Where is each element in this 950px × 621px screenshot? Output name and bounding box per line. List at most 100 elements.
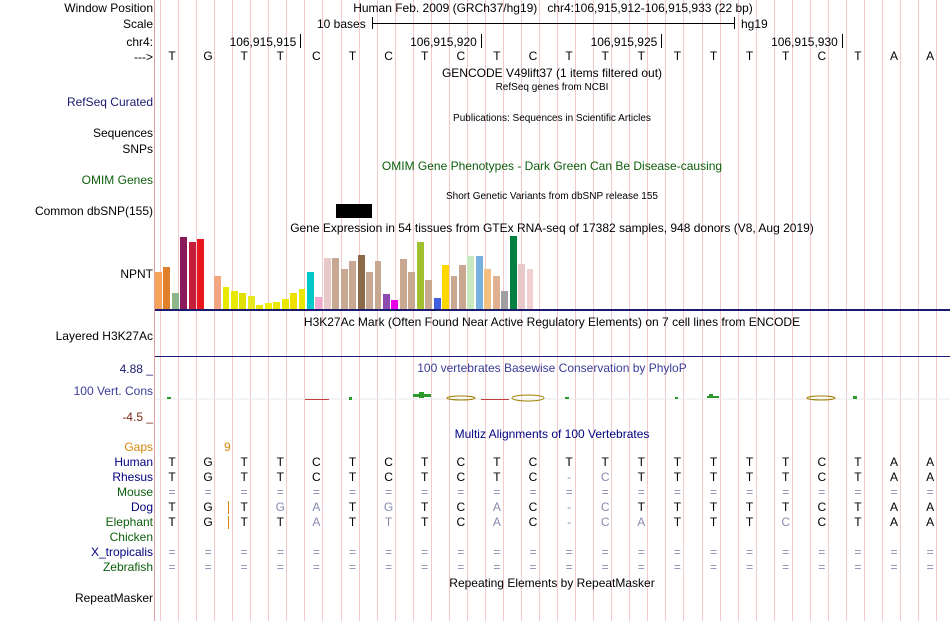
species-label[interactable]: Dog [130, 500, 153, 514]
gtex-tissue-bar[interactable] [450, 276, 458, 309]
gtex-tissue-bar[interactable] [264, 303, 272, 309]
gtex-bar-chart[interactable] [155, 236, 535, 309]
gtex-tissue-bar[interactable] [467, 256, 475, 309]
phylop-conservation-plot[interactable] [155, 388, 950, 408]
gtex-tissue-bar[interactable] [239, 293, 247, 309]
gtex-tissue-bar[interactable] [171, 293, 179, 309]
base-letter: T [601, 49, 609, 63]
gtex-tissue-bar[interactable] [349, 261, 357, 309]
gtex-tissue-bar[interactable] [518, 264, 525, 309]
h3k27ac-track-label[interactable]: Layered H3K27Ac [55, 329, 153, 343]
alignment-base: = [421, 485, 429, 499]
base-letter: T [348, 49, 357, 63]
alignment-base: C [600, 515, 610, 529]
gtex-tissue-bar[interactable] [383, 294, 390, 309]
gtex-tissue-bar[interactable] [391, 300, 399, 309]
gtex-tissue-bar[interactable] [433, 298, 441, 309]
gtex-tissue-bar[interactable] [408, 272, 416, 309]
species-label[interactable]: Chicken [109, 530, 153, 544]
phylop-track-label[interactable]: 100 Vert. Cons [73, 384, 153, 398]
omim-track-title[interactable]: OMIM Gene Phenotypes - Dark Green Can Be… [381, 159, 723, 173]
gtex-tissue-bar[interactable] [307, 272, 314, 309]
alignment-base: = [565, 560, 573, 574]
alignment-base: = [746, 545, 754, 559]
gtex-tissue-bar[interactable] [315, 297, 323, 309]
gtex-tissue-bar[interactable] [180, 237, 188, 309]
gtex-tissue-bar[interactable] [366, 272, 373, 309]
gtex-tissue-bar[interactable] [298, 289, 306, 309]
gencode-track-title[interactable]: GENCODE V49lift37 (1 items filtered out) [441, 66, 663, 80]
gtex-tissue-bar[interactable] [197, 239, 205, 309]
gtex-tissue-bar[interactable] [416, 242, 424, 309]
alignment-base: = [276, 545, 284, 559]
db-label: hg19 [741, 17, 768, 31]
gtex-tissue-bar[interactable] [231, 291, 238, 309]
gtex-tissue-bar[interactable] [526, 269, 534, 309]
alignment-base: = [168, 545, 176, 559]
repeatmasker-track-title[interactable]: Repeating Elements by RepeatMasker [449, 576, 655, 590]
alignment-base: T [348, 455, 357, 469]
publications-track-title[interactable]: Publications: Sequences in Scientific Ar… [453, 113, 651, 124]
sequences-track-label[interactable]: Sequences [92, 126, 153, 140]
gtex-tissue-bar[interactable] [222, 287, 230, 309]
gtex-tissue-bar[interactable] [281, 299, 289, 309]
alignment-base: = [168, 560, 176, 574]
gtex-tissue-bar[interactable] [399, 259, 407, 309]
repeatmasker-track-label[interactable]: RepeatMasker [74, 591, 153, 605]
base-letter: C [456, 49, 466, 63]
alignment-base: = [421, 560, 429, 574]
species-label[interactable]: Elephant [105, 515, 153, 529]
omim-track-label[interactable]: OMIM Genes [81, 173, 153, 187]
multiz-track-title[interactable]: Multiz Alignments of 100 Vertebrates [454, 427, 650, 441]
gtex-tissue-bar[interactable] [425, 280, 433, 309]
species-label[interactable]: Human [114, 455, 153, 469]
gtex-tissue-bar[interactable] [273, 302, 281, 309]
gtex-tissue-bar[interactable] [492, 276, 500, 309]
alignment-base: = [926, 545, 934, 559]
alignment-base: C [528, 470, 538, 484]
base-letter: T [565, 49, 573, 63]
gtex-tissue-bar[interactable] [163, 267, 171, 309]
gtex-tissue-bar[interactable] [256, 305, 264, 309]
alignment-base: T [745, 515, 754, 529]
gtex-tissue-bar[interactable] [332, 258, 340, 309]
gtex-tissue-bar[interactable] [340, 269, 348, 309]
dbsnp-variant-block[interactable] [336, 204, 372, 218]
species-label[interactable]: Mouse [116, 485, 153, 499]
alignment-base: = [312, 560, 320, 574]
gtex-tissue-bar[interactable] [214, 276, 221, 309]
gtex-tissue-bar[interactable] [484, 269, 492, 309]
gtex-tissue-bar[interactable] [188, 242, 196, 309]
refseq-track-title[interactable]: RefSeq genes from NCBI [495, 82, 609, 93]
alignment-base: = [746, 485, 754, 499]
gtex-tissue-bar[interactable] [475, 256, 483, 309]
gtex-track-title[interactable]: Gene Expression in 54 tissues from GTEx … [290, 221, 814, 235]
dbsnp-track-title[interactable]: Short Genetic Variants from dbSNP releas… [446, 191, 658, 202]
species-label[interactable]: Rhesus [112, 470, 153, 484]
coordinate-tick [841, 34, 843, 48]
gtex-tissue-bar[interactable] [442, 265, 449, 309]
gtex-tissue-bar[interactable] [357, 255, 365, 309]
h3k27ac-track-title[interactable]: H3K27Ac Mark (Often Found Near Active Re… [303, 315, 801, 329]
assembly-position-text[interactable]: Human Feb. 2009 (GRCh37/hg19) chr4:106,9… [353, 1, 753, 15]
gtex-gene-label[interactable]: NPNT [120, 267, 153, 281]
gtex-tissue-bar[interactable] [374, 261, 382, 309]
gtex-tissue-bar[interactable] [247, 296, 255, 309]
base-letter: T [745, 49, 754, 63]
gtex-tissue-bar[interactable] [509, 236, 517, 309]
scale-label: Scale [122, 17, 153, 31]
alignment-base: = [204, 545, 212, 559]
phylop-track-title[interactable]: 100 vertebrates Basewise Conservation by… [417, 361, 687, 375]
snps-track-label[interactable]: SNPs [122, 142, 153, 156]
gtex-tissue-bar[interactable] [459, 265, 466, 309]
alignment-base: = [890, 485, 898, 499]
alignment-base: T [673, 470, 682, 484]
species-label[interactable]: Zebrafish [102, 560, 153, 574]
gtex-tissue-bar[interactable] [290, 293, 297, 309]
gtex-tissue-bar[interactable] [501, 291, 509, 309]
species-label[interactable]: X_tropicalis [90, 545, 153, 559]
gtex-tissue-bar[interactable] [155, 272, 162, 309]
dbsnp-track-label[interactable]: Common dbSNP(155) [34, 204, 153, 218]
gtex-tissue-bar[interactable] [323, 258, 331, 309]
refseq-track-label[interactable]: RefSeq Curated [66, 95, 153, 109]
